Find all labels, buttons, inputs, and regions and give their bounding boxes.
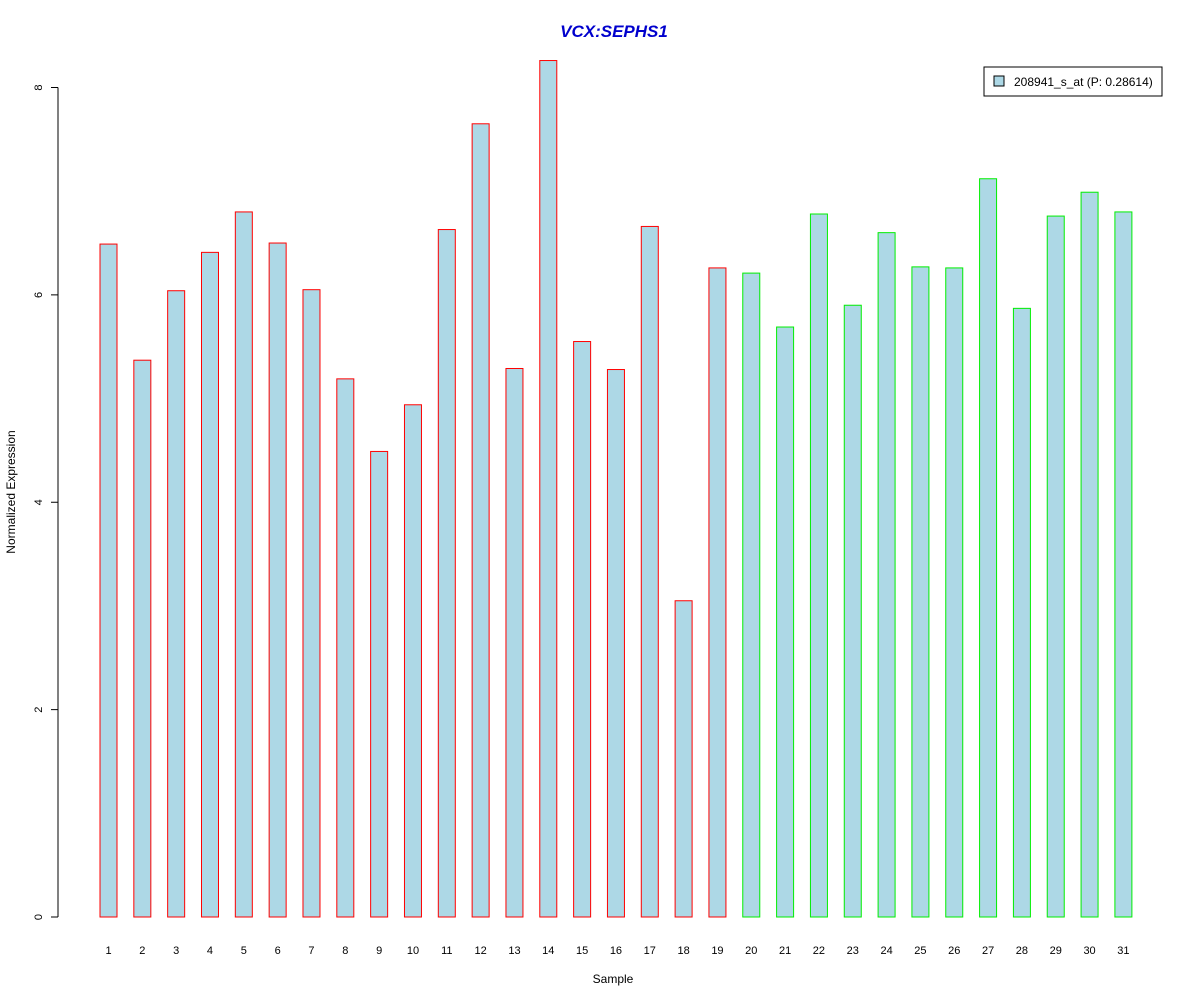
bar-sample-7 <box>302 289 321 918</box>
x-tick-label: 17 <box>644 945 656 957</box>
bar-sample-1 <box>99 243 118 918</box>
x-tick-label: 1 <box>105 945 111 957</box>
x-tick-label: 6 <box>275 945 281 957</box>
bar-sample-3 <box>167 290 186 918</box>
bar-sample-31 <box>1114 211 1133 918</box>
x-tick-label: 22 <box>813 945 825 957</box>
bar-sample-23 <box>843 304 862 918</box>
legend-swatch <box>993 75 1005 87</box>
bar-sample-14 <box>539 60 558 918</box>
x-tick-label: 3 <box>173 945 179 957</box>
x-tick-label: 16 <box>610 945 622 957</box>
x-tick-label: 20 <box>745 945 757 957</box>
bar-sample-22 <box>809 213 828 918</box>
x-axis-label: Sample <box>593 972 634 986</box>
bar-sample-6 <box>268 242 287 918</box>
x-tick-label: 30 <box>1083 945 1095 957</box>
bar-sample-11 <box>437 229 456 918</box>
bar-sample-21 <box>776 326 795 918</box>
bar-sample-29 <box>1046 215 1065 918</box>
x-tick-label: 24 <box>880 945 892 957</box>
bar-sample-18 <box>674 600 693 918</box>
x-tick-label: 28 <box>1016 945 1028 957</box>
bar-sample-26 <box>945 267 964 918</box>
bar-sample-4 <box>200 251 219 918</box>
bar-sample-30 <box>1080 191 1099 918</box>
y-tick-label: 8 <box>33 84 45 90</box>
x-tick-label: 27 <box>982 945 994 957</box>
x-tick-label: 10 <box>407 945 419 957</box>
bar-sample-17 <box>640 225 659 918</box>
legend: 208941_s_at (P: 0.28614) <box>983 66 1163 97</box>
x-tick-label: 26 <box>948 945 960 957</box>
bar-sample-24 <box>877 232 896 918</box>
x-tick-label: 7 <box>308 945 314 957</box>
bar-sample-16 <box>606 369 625 918</box>
bar-sample-10 <box>403 404 422 918</box>
x-tick-label: 14 <box>542 945 554 957</box>
x-tick-label: 15 <box>576 945 588 957</box>
x-tick-label: 11 <box>441 945 452 957</box>
bar-sample-5 <box>234 211 253 918</box>
bar-sample-9 <box>370 450 389 918</box>
bar-sample-19 <box>708 267 727 918</box>
bar-sample-12 <box>471 123 490 918</box>
bars-group <box>99 60 1133 918</box>
x-tick-label: 8 <box>342 945 348 957</box>
y-tick-label: 6 <box>33 292 45 298</box>
bar-sample-28 <box>1012 307 1031 918</box>
x-tick-label: 19 <box>711 945 723 957</box>
bar-sample-8 <box>336 378 355 918</box>
x-tick-label: 9 <box>376 945 382 957</box>
y-axis: 0 2 4 6 8 <box>33 84 59 920</box>
legend-label: 208941_s_at (P: 0.28614) <box>1014 75 1153 89</box>
x-tick-label: 12 <box>475 945 487 957</box>
y-tick-label: 0 <box>33 914 45 920</box>
bar-sample-27 <box>979 178 998 918</box>
x-tick-label: 31 <box>1117 945 1129 957</box>
x-tick-label: 23 <box>847 945 859 957</box>
x-tick-label: 18 <box>677 945 689 957</box>
x-tick-label: 21 <box>779 945 791 957</box>
x-tick-label: 2 <box>139 945 145 957</box>
bar-sample-25 <box>911 266 930 918</box>
y-axis-label: Normalized Expression <box>4 430 18 553</box>
x-tick-label: 4 <box>207 945 213 957</box>
x-tick-label: 5 <box>241 945 247 957</box>
legend-box <box>983 66 1163 97</box>
x-tick-label: 29 <box>1050 945 1062 957</box>
y-tick-label: 2 <box>33 707 45 713</box>
x-tick-label: 25 <box>914 945 926 957</box>
x-tick-label: 13 <box>508 945 520 957</box>
bar-sample-2 <box>133 359 152 918</box>
bar-sample-13 <box>505 367 524 918</box>
x-tick-labels: 1 2 3 4 5 6 7 8 9 10 11 12 13 14 15 16 17 18 19 20 21 22 23 24 2… <box>105 945 1129 957</box>
bar-sample-20 <box>742 272 761 918</box>
bar-sample-15 <box>573 341 592 918</box>
chart-title: VCX:SEPHS1 <box>560 22 668 41</box>
y-tick-label: 4 <box>33 499 45 505</box>
